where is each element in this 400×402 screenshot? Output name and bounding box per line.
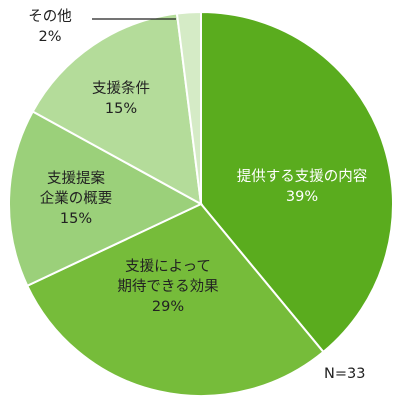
slice-label-1-line-1: 期待できる効果 [117,278,218,295]
slice-label-2-line-0: 支援提案 [47,169,105,187]
sample-size-annotation: N=33 [324,366,365,382]
slice-label-4-line-0: その他 [28,8,72,25]
slice-value-2: 15% [60,211,92,227]
pie-slice-3 [31,12,203,206]
slice-value-0: 39% [286,189,318,205]
slice-label-1-line-0: 支援によって [125,258,211,275]
pie-slice-0 [200,10,394,354]
slice-value-4: 2% [38,29,61,45]
slice-label-3-line-0: 支援条件 [92,80,150,97]
slice-label-0-line-0: 提供する支援の内容 [237,168,368,185]
slice-value-1: 29% [152,299,184,315]
pie-slice-2 [8,110,204,288]
pie-slice-4 [175,10,202,205]
slice-label-2-line-1: 企業の概要 [40,189,113,207]
pie-slices [8,10,394,397]
slice-value-3: 15% [105,101,137,117]
